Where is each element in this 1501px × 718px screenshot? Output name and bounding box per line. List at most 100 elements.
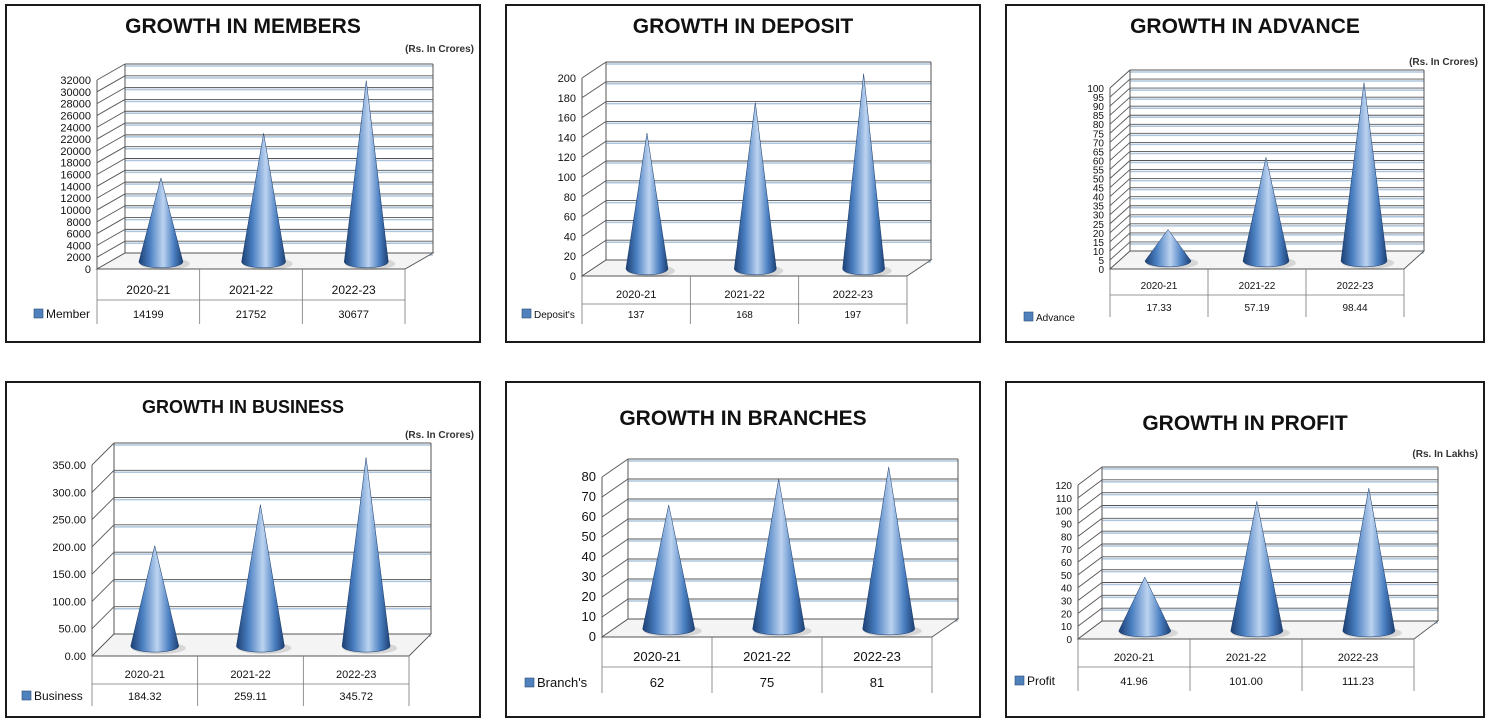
y-tick-label: 10 xyxy=(582,609,596,624)
y-tick-label: 14000 xyxy=(60,181,91,193)
y-tick-label: 0 xyxy=(589,629,596,644)
chart-3: GROWTH IN BUSINESS (Rs. In Crores) 0.00 50.… xyxy=(21,397,474,706)
chart-4: GROWTH IN BRANCHES 0 10 20 30 40 50 60 70 80 2020-… xyxy=(524,407,960,693)
chart-title: GROWTH IN BRANCHES xyxy=(619,407,866,430)
x-category-label: 2022-23 xyxy=(833,289,873,301)
y-tick-label: 0 xyxy=(1066,635,1072,646)
data-value-label: 81 xyxy=(870,675,884,690)
chart-title: GROWTH IN DEPOSIT xyxy=(633,15,854,38)
y-tick-label: 80 xyxy=(1093,120,1105,131)
chart-panel-deposit xyxy=(505,4,981,343)
y-tick-label: 20000 xyxy=(60,146,91,158)
legend-swatch xyxy=(521,308,532,319)
data-value-label: 137 xyxy=(628,310,645,321)
cone-bar-2020-21 xyxy=(625,133,669,276)
y-tick-label: 26000 xyxy=(60,110,91,122)
y-tick-label: 150.00 xyxy=(52,569,86,581)
y-tick-label: 80 xyxy=(564,192,576,204)
x-category-label: 2021-22 xyxy=(229,283,273,297)
y-tick-label: 20 xyxy=(1093,229,1105,240)
data-value-label: 41.96 xyxy=(1120,676,1148,688)
y-tick-label: 16000 xyxy=(60,170,91,182)
y-tick-label: 200.00 xyxy=(52,542,86,554)
x-category-label: 2022-23 xyxy=(336,669,376,681)
cone-bar-2020-21 xyxy=(138,176,184,269)
chart-title: GROWTH IN ADVANCE xyxy=(1130,15,1360,38)
y-tick-label: 0 xyxy=(1098,265,1104,276)
data-value-label: 197 xyxy=(844,310,861,321)
x-category-label: 2022-23 xyxy=(1338,652,1378,664)
y-tick-label: 80 xyxy=(582,469,596,484)
y-tick-label: 12000 xyxy=(60,193,91,205)
cone-bar-2020-21 xyxy=(1144,229,1192,268)
y-tick-label: 160 xyxy=(558,113,576,125)
cone-bar-2022-23 xyxy=(862,466,915,636)
chart-panel-members xyxy=(5,4,481,343)
chart-panel-advance xyxy=(1005,4,1485,343)
y-tick-label: 300.00 xyxy=(52,487,86,499)
y-tick-label: 30 xyxy=(1061,597,1073,608)
chart-title: GROWTH IN MEMBERS xyxy=(125,15,361,38)
y-tick-label: 18000 xyxy=(60,158,91,170)
y-tick-label: 20 xyxy=(1061,609,1073,620)
x-category-label: 2020-21 xyxy=(616,289,656,301)
chart-panel-business xyxy=(5,381,481,718)
x-category-label: 2021-22 xyxy=(230,669,270,681)
y-tick-label: 140 xyxy=(558,132,576,144)
y-tick-label: 35 xyxy=(1093,202,1105,213)
cone-bar-2022-23 xyxy=(344,80,389,269)
y-tick-label: 60 xyxy=(564,212,576,224)
cone-bar-2021-22 xyxy=(1242,157,1290,268)
y-tick-label: 10000 xyxy=(60,205,91,217)
y-tick-label: 65 xyxy=(1093,147,1105,158)
y-tick-label: 40 xyxy=(1061,584,1073,595)
cone-bar-2022-23 xyxy=(842,73,885,276)
y-tick-label: 110 xyxy=(1056,494,1072,505)
data-value-label: 17.33 xyxy=(1146,303,1171,314)
cone-bar-2022-23 xyxy=(1340,82,1388,268)
x-category-label: 2020-21 xyxy=(633,649,681,664)
x-category-label: 2022-23 xyxy=(332,283,376,297)
legend-swatch xyxy=(33,308,44,319)
x-category-label: 2022-23 xyxy=(853,649,901,664)
legend-swatch xyxy=(1014,675,1025,686)
chart-title: GROWTH IN BUSINESS xyxy=(142,397,344,417)
x-category-label: 2021-22 xyxy=(1239,281,1276,292)
y-tick-label: 200 xyxy=(558,73,576,85)
cone-bar-2020-21 xyxy=(130,545,179,653)
y-tick-label: 250.00 xyxy=(52,515,86,527)
cone-bar-2022-23 xyxy=(341,457,391,653)
y-tick-label: 40 xyxy=(1093,193,1105,204)
chart-unit-label: (Rs. In Crores) xyxy=(405,44,474,55)
y-tick-label: 30 xyxy=(582,569,596,584)
x-category-label: 2021-22 xyxy=(743,649,791,664)
y-tick-label: 120 xyxy=(558,152,576,164)
y-tick-label: 50.00 xyxy=(58,624,86,636)
y-tick-label: 22000 xyxy=(60,134,91,146)
cone-bar-2021-22 xyxy=(752,478,805,636)
legend-swatch xyxy=(1023,311,1034,322)
x-category-label: 2020-21 xyxy=(125,669,165,681)
legend-label: Member xyxy=(46,307,90,321)
legend-label: Branch's xyxy=(537,675,588,690)
legend-swatch xyxy=(524,677,535,688)
y-tick-label: 25 xyxy=(1093,220,1105,231)
y-tick-label: 70 xyxy=(1061,545,1073,556)
y-tick-label: 50 xyxy=(1061,571,1073,582)
data-value-label: 345.72 xyxy=(339,691,373,703)
y-tick-label: 45 xyxy=(1093,184,1105,195)
y-tick-label: 10 xyxy=(1093,247,1105,258)
cone-bar-2020-21 xyxy=(1118,576,1172,638)
y-tick-label: 50 xyxy=(1093,175,1105,186)
data-value-label: 21752 xyxy=(236,309,267,321)
y-tick-label: 60 xyxy=(582,509,596,524)
y-tick-label: 24000 xyxy=(60,122,91,134)
y-tick-label: 5 xyxy=(1098,256,1104,267)
y-tick-label: 70 xyxy=(1093,138,1105,149)
x-category-label: 2021-22 xyxy=(724,289,764,301)
y-tick-label: 28000 xyxy=(60,99,91,111)
cone-bar-2021-22 xyxy=(241,133,286,269)
y-tick-label: 0 xyxy=(85,264,91,276)
